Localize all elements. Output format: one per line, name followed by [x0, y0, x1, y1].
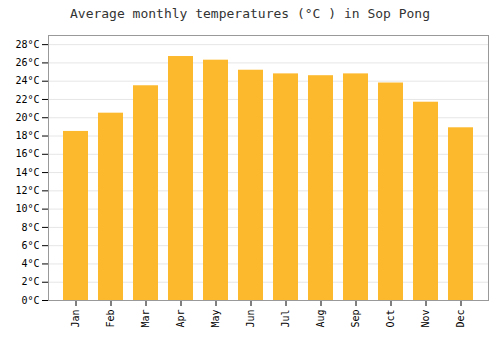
svg-text:10°C: 10°C — [15, 203, 39, 214]
svg-text:Jan: Jan — [70, 310, 81, 328]
svg-text:28°C: 28°C — [15, 39, 39, 50]
svg-text:Nov: Nov — [420, 310, 431, 328]
svg-text:12°C: 12°C — [15, 185, 39, 196]
svg-text:14°C: 14°C — [15, 167, 39, 178]
html-text:Average monthly temperatures (: Average monthly temperatures (°C ) in So… — [70, 6, 430, 21]
svg-text:6°C: 6°C — [21, 240, 39, 251]
svg-text:Mar: Mar — [140, 310, 151, 328]
svg-text:24°C: 24°C — [15, 75, 39, 86]
svg-text:2°C: 2°C — [21, 276, 39, 287]
svg-text:18°C: 18°C — [15, 130, 39, 141]
svg-text:Jul: Jul — [280, 310, 291, 328]
svg-text:Dec: Dec — [455, 310, 466, 328]
svg-text:26°C: 26°C — [15, 57, 39, 68]
svg-text:4°C: 4°C — [21, 258, 39, 269]
svg-text:Feb: Feb — [105, 310, 116, 328]
svg-text:Apr: Apr — [175, 310, 186, 328]
svg-text:22°C: 22°C — [15, 94, 39, 105]
svg-text:Aug: Aug — [315, 310, 326, 328]
svg-text:0°C: 0°C — [21, 295, 39, 306]
svg-text:Oct: Oct — [385, 310, 396, 328]
svg-text:Jun: Jun — [245, 310, 256, 328]
svg-text:May: May — [210, 310, 221, 328]
svg-text:8°C: 8°C — [21, 222, 39, 233]
svg-text:16°C: 16°C — [15, 148, 39, 159]
svg-text:20°C: 20°C — [15, 112, 39, 123]
svg-text:Sep: Sep — [350, 310, 361, 328]
